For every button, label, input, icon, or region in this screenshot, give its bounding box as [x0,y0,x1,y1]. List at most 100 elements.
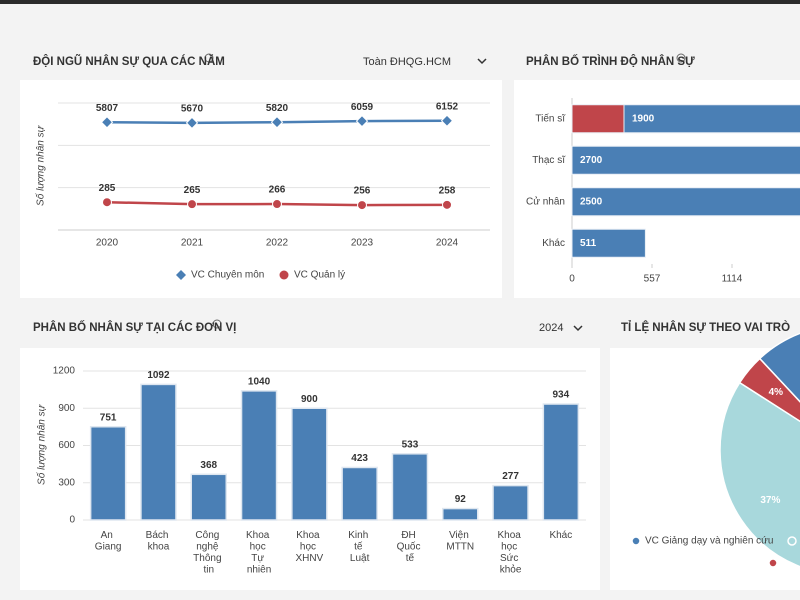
bar [140,383,177,521]
legend-label[interactable]: VC Giảng dạy và nghiên cứu [645,536,773,547]
legend-marker[interactable] [176,270,186,280]
legend-marker[interactable] [787,536,797,546]
point [355,114,369,128]
data-label: 1040 [248,377,271,388]
x-tick-label: Khoa học Tự nhiên [246,530,272,576]
x-tick-label: 557 [644,274,661,285]
x-tick-label: 2022 [266,238,289,249]
bar [442,507,479,521]
data-label: 92 [455,494,467,505]
pie-slice [758,332,800,403]
point [442,199,452,210]
point [440,114,454,127]
x-tick-label: Khoa học XHNV [295,530,323,564]
data-label: 2500 [580,196,603,207]
point [272,199,282,210]
data-label: 751 [100,412,117,423]
pie-slice [738,357,800,423]
bar [542,403,580,521]
top-bar [0,0,800,4]
data-label: 265 [184,185,201,196]
legend-marker[interactable] [631,536,641,546]
pie-label: 37% [760,495,780,506]
x-tick-label: Kinh tế Luật [348,530,371,564]
bar [89,426,127,521]
panel-title: PHÂN BỐ NHÂN SỰ TẠI CÁC ĐƠN VỊ [33,320,236,334]
data-label: 256 [354,186,371,197]
dropdown-chevron[interactable] [573,325,583,332]
data-label: 5670 [181,104,204,115]
point [185,116,199,130]
x-tick-label: Viện MTTN [446,530,474,553]
panel-title: PHÂN BỐ TRÌNH ĐỘ NHÂN SỰ [526,54,695,68]
data-label: 533 [402,439,419,450]
x-tick-label: Bách khoa [146,530,172,553]
bar [341,466,378,521]
pie-slice [719,381,800,568]
panel-title: TỈ LỆ NHÂN SỰ THEO VAI TRÒ [621,321,790,334]
point [270,115,284,129]
y-axis-title: Số lượng nhân sự [36,404,48,485]
bar-segment [623,104,800,134]
point [100,116,114,129]
x-tick-label: Khác [549,530,572,541]
legend-marker[interactable] [768,558,778,568]
dropdown[interactable]: 2024 [539,322,563,334]
dropdown-chevron[interactable] [477,58,487,65]
x-tick-label: 2024 [436,238,459,249]
x-tick-label: Khoa học Sức khỏe [497,530,523,576]
data-label: 1900 [632,113,655,124]
y-tick-label: Thạc sĩ [532,155,566,166]
bar-segment [571,104,625,134]
data-label: 2700 [580,155,603,166]
legend-marker[interactable] [279,270,289,280]
bar-segment [571,187,800,217]
bar-segment [571,145,800,175]
data-label: 6152 [436,101,459,112]
help-icon[interactable] [204,53,214,63]
data-label: 423 [351,453,368,464]
x-tick-label: ĐH Quốc tế [397,530,424,564]
panel [20,80,502,298]
data-label: 277 [502,471,519,482]
y-tick-label: 0 [69,515,75,526]
data-label: 6059 [351,102,374,113]
data-label: 511 [580,238,597,249]
bar [190,473,227,521]
bar [492,484,529,521]
bar [291,407,328,521]
y-tick-label: 600 [58,440,75,451]
dropdown[interactable]: Toàn ĐHQG.HCM [363,56,451,68]
x-tick-label: 2023 [351,238,374,249]
legend-label[interactable]: VC Chuyên môn [191,270,264,281]
data-label: 266 [269,185,286,196]
x-tick-label: An Giang [95,530,122,553]
x-tick-label: 0 [569,274,575,285]
y-tick-label: Khác [542,238,565,249]
bar-segment [571,228,646,258]
point [102,197,112,208]
data-label: 258 [439,185,456,196]
x-tick-label: 2021 [181,238,204,249]
data-label: 285 [99,183,116,194]
data-label: 1092 [147,370,170,381]
y-tick-label: 900 [58,403,75,414]
x-tick-label: Công nghệ Thông tin [193,530,224,576]
legend-label[interactable]: VC Quản lý [294,270,345,281]
point [357,200,367,211]
y-tick-label: 1200 [53,366,76,377]
help-icon[interactable] [212,319,222,329]
data-label: 368 [200,460,217,471]
data-label: 900 [301,394,318,405]
bar [240,390,278,521]
help-icon[interactable] [676,53,686,63]
data-label: 934 [553,390,570,401]
data-label: 5807 [96,103,119,114]
x-tick-label: 2020 [96,238,119,249]
pie-label: 4% [769,387,784,398]
y-tick-label: Cử nhân [526,195,565,207]
panel-title: ĐỘI NGŨ NHÂN SỰ QUA CÁC NĂM [33,55,225,68]
data-label: 5820 [266,103,289,114]
